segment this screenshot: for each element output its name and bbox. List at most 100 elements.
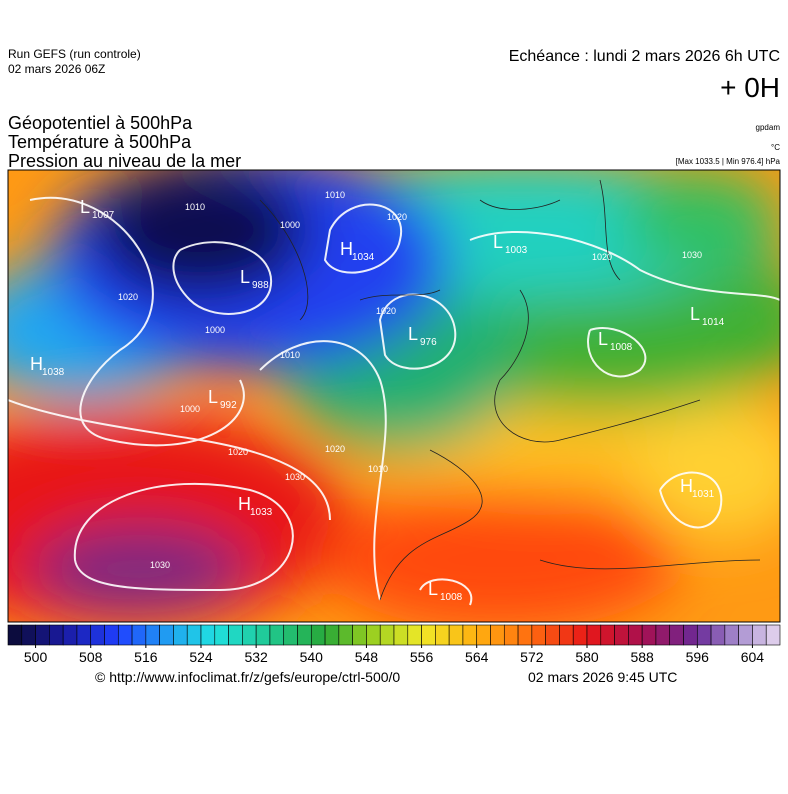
center-value: 1008 (610, 342, 633, 353)
isobar-label: 1000 (205, 325, 225, 335)
colorbar-swatch (559, 624, 574, 646)
colorbar-swatch (104, 624, 119, 646)
colorbar-swatch (145, 624, 160, 646)
colorbar-tick-label: 572 (520, 649, 544, 665)
colorbar-swatch (76, 624, 92, 646)
colorbar-swatch (379, 624, 395, 646)
colorbar-swatch (503, 624, 519, 646)
colorbar-swatch (131, 624, 147, 646)
run-date: 02 mars 2026 06Z (8, 62, 105, 76)
center-kind: L (690, 304, 700, 324)
colorbar-swatch (490, 624, 505, 646)
center-kind: L (408, 324, 418, 344)
colorbar-swatch (35, 624, 50, 646)
center-kind: L (428, 579, 438, 599)
colorbar-swatch (765, 624, 781, 646)
colorbar-swatch (407, 624, 422, 646)
center-value: 1031 (692, 489, 715, 500)
colorbar-tick-label: 540 (300, 649, 324, 665)
colorbar-swatch (517, 624, 533, 646)
colorbar-swatch (572, 624, 588, 646)
isobar-label: 1020 (387, 212, 407, 222)
source-url: © http://www.infoclimat.fr/z/gefs/europe… (95, 669, 400, 685)
title-pressure: Pression au niveau de la mer (8, 151, 241, 171)
isobar-label: 1020 (325, 444, 345, 454)
title-geopotential: Géopotentiel à 500hPa (8, 113, 193, 133)
colorbar-swatch (62, 624, 78, 646)
colorbar-swatch (269, 624, 285, 646)
generated-time: 02 mars 2026 9:45 UTC (528, 669, 677, 685)
center-value: 1034 (352, 252, 375, 263)
colorbar-swatch (614, 624, 629, 646)
isobar-label: 1020 (228, 447, 248, 457)
isobar-label: 1010 (325, 190, 345, 200)
colorbar-swatch (255, 624, 271, 646)
colorbar-swatch (310, 624, 326, 646)
colorbar-tick-label: 508 (79, 649, 103, 665)
center-value: 1007 (92, 210, 115, 221)
colorbar-swatch (49, 624, 64, 646)
isobar-label: 1010 (185, 202, 205, 212)
colorbar-swatch (200, 624, 216, 646)
lead-time: + 0H (720, 72, 780, 103)
center-value: 1033 (250, 507, 273, 518)
colorbar: 500 508 516 524 532 540 548 556 564 572 580 588 596 6… (7, 624, 781, 665)
colorbar-swatch (366, 624, 381, 646)
colorbar-swatch (724, 624, 739, 646)
center-kind: L (493, 232, 503, 252)
colorbar-swatch (462, 624, 478, 646)
center-kind: H (238, 494, 251, 514)
colorbar-swatch (531, 624, 546, 646)
colorbar-swatch (641, 624, 657, 646)
center-kind: L (80, 197, 90, 217)
colorbar-swatch (752, 624, 767, 646)
map-frame (7, 169, 781, 623)
colorbar-swatch (683, 624, 698, 646)
colorbar-swatch (159, 624, 174, 646)
center-value: 988 (252, 280, 269, 291)
center-value: 1003 (505, 245, 528, 256)
colorbar-tick-label: 604 (741, 649, 765, 665)
center-kind: L (598, 329, 608, 349)
colorbar-swatch (545, 624, 560, 646)
isobar-label: 1030 (150, 560, 170, 570)
colorbar-swatch (476, 624, 491, 646)
valid-time: Echéance : lundi 2 mars 2026 6h UTC (509, 48, 780, 65)
title-temperature: Température à 500hPa (8, 132, 192, 152)
colorbar-swatch (352, 624, 367, 646)
isobar-label: 1020 (118, 292, 138, 302)
center-kind: H (680, 476, 693, 496)
isobar-label: 1030 (285, 472, 305, 482)
colorbar-swatch (7, 624, 23, 646)
colorbar-swatch (338, 624, 353, 646)
colorbar-tick-label: 500 (24, 649, 48, 665)
center-kind: L (240, 267, 250, 287)
center-value: 1008 (440, 592, 463, 603)
colorbar-swatch (242, 624, 257, 646)
colorbar-swatch (738, 624, 753, 646)
colorbar-tick-label: 532 (244, 649, 268, 665)
colorbar-swatch (696, 624, 712, 646)
isobar-label: 1020 (592, 252, 612, 262)
colorbar-swatch (655, 624, 671, 646)
center-kind: H (30, 354, 43, 374)
colorbar-swatch (393, 624, 409, 646)
unit-gpdam: gpdam (756, 123, 781, 132)
colorbar-tick-label: 524 (189, 649, 213, 665)
isobar-label: 1030 (682, 250, 702, 260)
isobar-label: 1010 (280, 350, 300, 360)
colorbar-swatch (173, 624, 188, 646)
center-kind: L (208, 387, 218, 407)
colorbar-swatch (710, 624, 726, 646)
colorbar-swatch (228, 624, 243, 646)
colorbar-swatch (421, 624, 436, 646)
unit-celsius: °C (771, 143, 780, 152)
map (8, 170, 780, 622)
colorbar-tick-label: 596 (686, 649, 710, 665)
colorbar-swatch (448, 624, 464, 646)
center-value: 1014 (702, 317, 725, 328)
colorbar-tick-label: 564 (465, 649, 489, 665)
center-value: 1038 (42, 367, 65, 378)
